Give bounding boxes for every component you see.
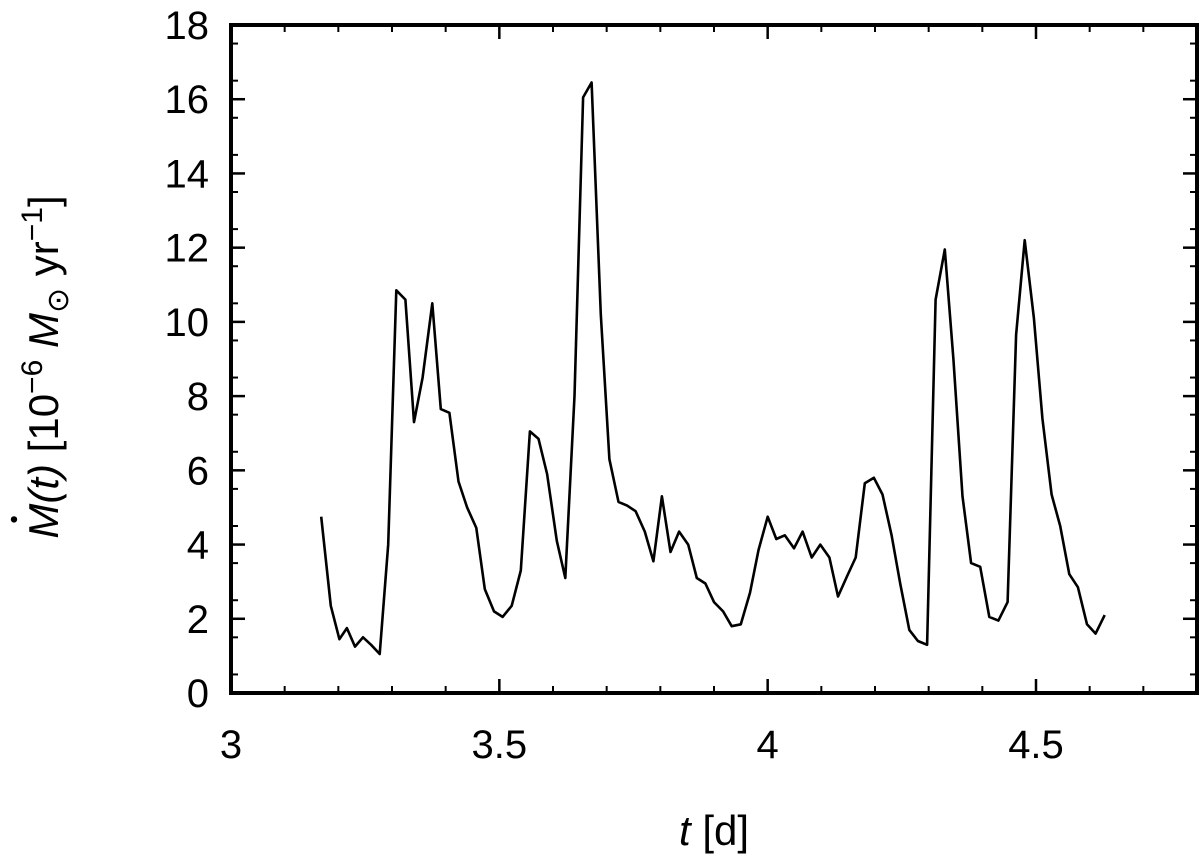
y-tick-label: 14 [165,152,210,196]
x-axis-label: t [d] [679,807,749,854]
y-axis-label-space2 [20,348,67,360]
x-tick-label: 3 [220,723,242,767]
y-axis-label-exp2: −1 [16,207,49,241]
mdot-accent [10,516,18,523]
x-tick-label: 3.5 [472,723,528,767]
y-tick-label: 18 [165,4,210,48]
x-axis-label-unit [691,807,703,854]
y-axis-label-close: ] [20,195,67,207]
series-line [319,81,1106,656]
tick-labels-layer: 3 3.5 4 4.5 0 2 4 6 8 10 12 14 16 18 [165,4,1064,767]
y-tick-label: 12 [165,227,210,271]
x-axis-label-unit-text: [d] [702,807,749,854]
mdot-dot [10,516,18,523]
y-tick-label: 0 [187,672,209,716]
y-axis-label-msym: M [20,313,67,348]
y-tick-label: 6 [187,449,209,493]
y-axis-label: M(t) [10−6 M⊙ yr−1] [16,195,75,538]
y-axis-label-sun: ⊙ [42,288,75,313]
y-tick-label: 4 [187,524,209,568]
y-axis-label-unit-pre: [10 [20,394,67,452]
y-tick-label: 16 [165,78,210,122]
y-axis-label-space [20,452,67,464]
y-tick-label: 8 [187,375,209,419]
x-tick-label: 4.5 [1008,723,1064,767]
x-axis-label-var: t [679,807,693,854]
ticks-layer [229,23,1197,695]
y-tick-label: 2 [187,598,209,642]
y-axis-label-var: M(t) [20,464,67,539]
plot-frame [229,23,1199,695]
y-tick-label: 10 [165,301,210,345]
x-tick-label: 4 [757,723,779,767]
y-axis-label-yr: yr [20,241,67,288]
y-axis-label-exp1: −6 [16,360,49,394]
